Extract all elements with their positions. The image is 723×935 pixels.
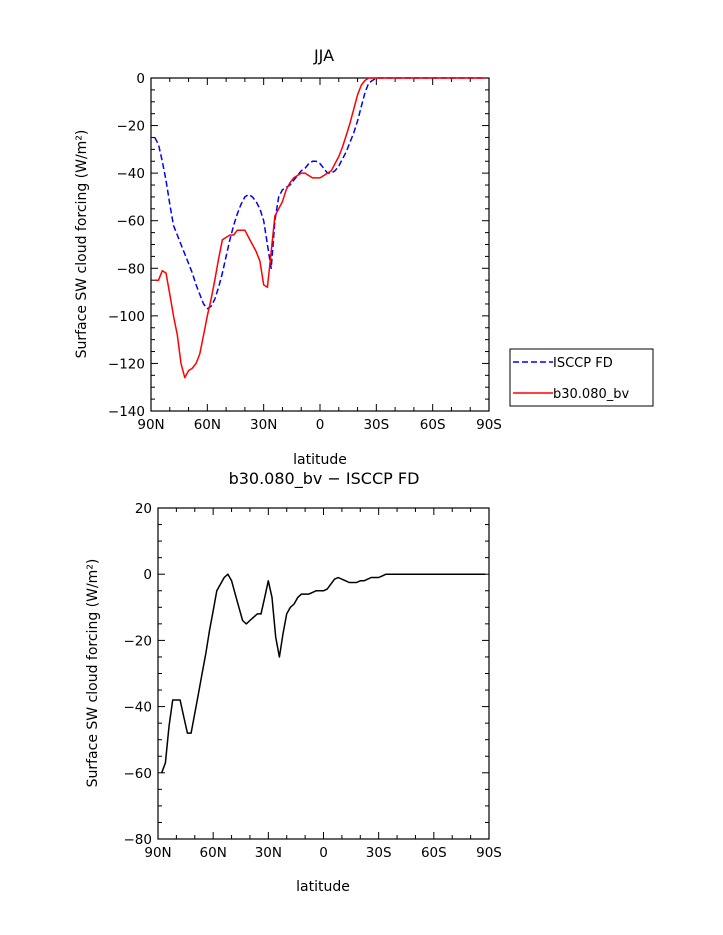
y-tick-label: 20 <box>135 501 152 517</box>
chart-bottom-y-tick-labels: 20 0 −20 −40 −60 −80 <box>124 501 153 848</box>
chart-bottom-x-axis-label: latitude <box>296 879 350 895</box>
x-tick-label: 60S <box>420 417 446 433</box>
chart-top-x-axis-label: latitude <box>293 452 347 468</box>
chart-top-title: JJA <box>313 46 334 65</box>
x-tick-label: 60S <box>421 845 447 861</box>
chart-top-y-tick-labels: 0 −20 −40 −60 −80 −100 −120 −140 <box>108 71 145 420</box>
x-tick-label: 60N <box>194 417 221 433</box>
x-tick-label: 90N <box>137 417 164 433</box>
series-line-difference <box>160 573 486 774</box>
chart-top-series <box>154 77 486 379</box>
chart-bottom-x-tick-labels: 90N 60N 30N 0 30S 60S 90S <box>144 845 502 861</box>
x-tick-label: 30N <box>255 845 282 861</box>
chart-bottom-series <box>160 573 486 774</box>
x-tick-label: 60N <box>200 845 227 861</box>
y-tick-label: −40 <box>124 700 153 716</box>
y-tick-label: −100 <box>108 309 145 325</box>
chart-bottom-y-axis-label: Surface SW cloud forcing (W/m²) <box>85 559 101 788</box>
y-tick-label: −80 <box>117 261 146 277</box>
y-tick-label: −20 <box>124 633 153 649</box>
series-line-isccp-fd <box>154 77 486 310</box>
y-tick-label: −120 <box>108 356 145 372</box>
chart-top-x-tick-labels: 90N 60N 30N 0 30S 60S 90S <box>137 417 502 433</box>
y-tick-label: −60 <box>124 766 153 782</box>
x-tick-label: 30N <box>250 417 277 433</box>
chart-top-ticks <box>150 77 490 412</box>
y-tick-label: 0 <box>143 567 152 583</box>
chart-top-y-axis-label: Surface SW cloud forcing (W/m²) <box>74 130 90 359</box>
chart-bottom: b30.080_bv − ISCCP FD 90N 60N 30N 0 30S 60S 90… <box>85 469 502 895</box>
chart-top-plot-frame <box>150 77 490 412</box>
y-tick-label: −40 <box>117 166 146 182</box>
chart-bottom-ticks <box>157 507 490 840</box>
chart-bottom-title: b30.080_bv − ISCCP FD <box>229 469 420 489</box>
x-tick-label: 30S <box>366 845 392 861</box>
y-tick-label: −140 <box>108 404 145 420</box>
legend-box <box>509 348 654 407</box>
x-tick-label: 30S <box>363 417 389 433</box>
legend-label-b30-080-bv: b30.080_bv <box>553 387 629 402</box>
chart-bottom-plot-frame <box>157 507 490 840</box>
chart-top: JJA 90N 60N 30N 0 30S 60S 90S 0 −20 −40 −60 −80 −10… <box>74 46 654 468</box>
x-tick-label: 0 <box>316 417 325 433</box>
x-tick-label: 90S <box>476 417 502 433</box>
y-tick-label: 0 <box>136 71 145 87</box>
y-tick-label: −60 <box>117 214 146 230</box>
x-tick-label: 0 <box>319 845 328 861</box>
legend-label-isccp-fd: ISCCP FD <box>553 356 613 371</box>
x-tick-label: 90N <box>144 845 171 861</box>
x-tick-label: 90S <box>476 845 502 861</box>
y-tick-label: −80 <box>124 832 153 848</box>
y-tick-label: −20 <box>117 119 146 135</box>
series-line-b30-080-bv <box>154 77 486 379</box>
chart-top-legend: ISCCP FD b30.080_bv <box>509 348 654 407</box>
